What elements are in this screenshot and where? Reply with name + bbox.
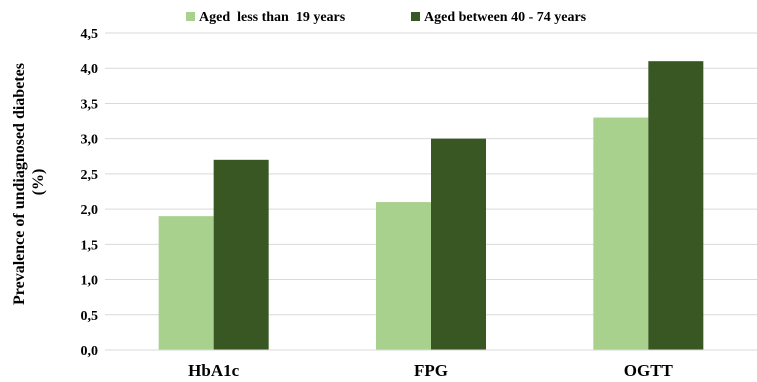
y-tick-label: 0,0 <box>81 344 99 359</box>
bar-hba1c-series-1 <box>158 216 214 350</box>
y-tick-labels: 0,0 0,5 1,0 1,5 2,0 2,5 3,0 3,5 4,0 4,5 <box>81 27 99 359</box>
bar-hba1c-series-2 <box>213 159 269 350</box>
y-tick-label: 2,0 <box>81 203 99 218</box>
x-tick-label: FPG <box>414 361 448 380</box>
legend-label: Aged less than 19 years <box>199 10 346 25</box>
legend-swatch <box>411 12 420 21</box>
y-axis-label-line2: (%) <box>30 169 47 196</box>
legend-swatch <box>186 12 195 21</box>
y-tick-label: 2,5 <box>81 168 99 183</box>
legend-label: Aged between 40 - 74 years <box>424 10 587 25</box>
bars <box>158 61 704 351</box>
x-tick-label: HbA1c <box>188 361 239 380</box>
y-tick-label: 3,0 <box>81 133 99 148</box>
y-tick-label: 3,5 <box>81 97 99 112</box>
y-axis-label: Prevalence of undiagnosed diabetes (%) <box>11 59 47 305</box>
bar-ogtt-series-1 <box>593 117 649 351</box>
x-tick-label: OGTT <box>624 361 674 380</box>
bar-fpg-series-2 <box>431 138 486 350</box>
legend: Aged less than 19 years Aged between 40 -… <box>186 10 587 25</box>
y-tick-label: 1,5 <box>81 238 99 253</box>
x-tick-labels: HbA1c FPG OGTT <box>188 361 673 380</box>
bar-fpg-series-1 <box>376 202 431 350</box>
y-tick-label: 0,5 <box>81 309 99 324</box>
bar-ogtt-series-2 <box>648 61 704 351</box>
y-tick-label: 4,5 <box>81 27 99 42</box>
y-tick-label: 4,0 <box>81 62 99 77</box>
y-tick-label: 1,0 <box>81 274 99 289</box>
y-axis-label-line1: Prevalence of undiagnosed diabetes <box>11 63 28 305</box>
